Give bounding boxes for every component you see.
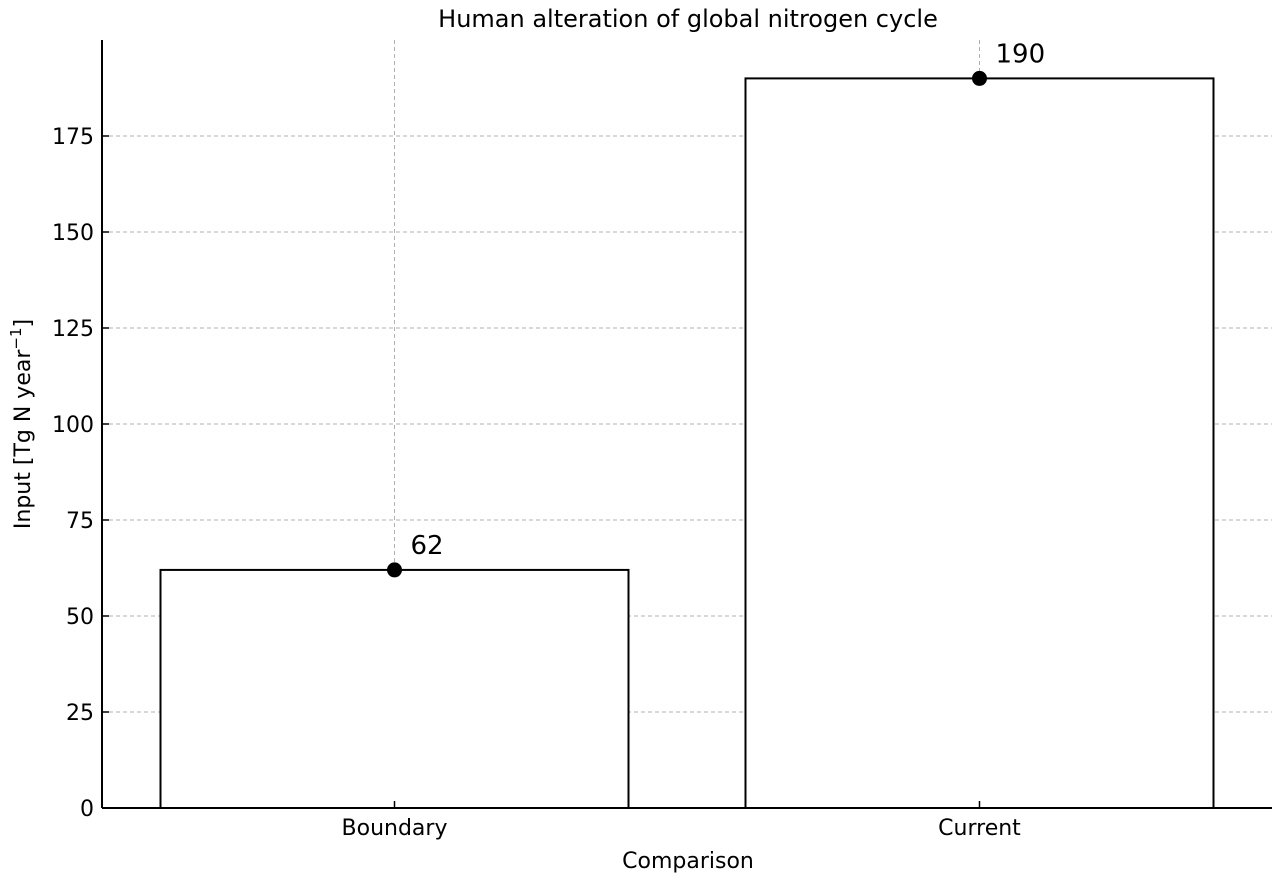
y-axis-title-end: ]	[11, 319, 36, 328]
y-tick-label-150: 150	[52, 221, 94, 246]
y-tick-label-75: 75	[66, 509, 94, 534]
x-tick-label-current: Current	[938, 816, 1021, 841]
data-labels: 62 190	[411, 39, 1046, 561]
y-tick-label-175: 175	[52, 125, 94, 150]
y-axis-title-superscript: −1	[7, 327, 25, 349]
data-label-current: 190	[996, 39, 1046, 69]
marker-boundary	[387, 562, 402, 578]
x-tick-label-boundary: Boundary	[342, 816, 448, 841]
y-axis-title-main: Input [Tg N year	[11, 349, 36, 529]
y-tick-label-125: 125	[52, 317, 94, 342]
y-axis-title: Input [Tg N year−1]	[7, 319, 36, 529]
bar-boundary	[159, 568, 630, 809]
marker-current	[972, 70, 987, 86]
y-tick-label-25: 25	[66, 701, 94, 726]
y-tick-label-0: 0	[80, 797, 94, 822]
y-tick-label-100: 100	[52, 413, 94, 438]
chart-title: Human alteration of global nitrogen cycl…	[438, 5, 938, 33]
data-label-boundary: 62	[411, 531, 444, 561]
bars	[159, 77, 1215, 809]
x-axis-title: Comparison	[622, 849, 754, 874]
bar-current	[744, 77, 1215, 809]
y-tick-label-50: 50	[66, 605, 94, 630]
markers	[387, 70, 987, 578]
ticks: 0 25 50 75 100 125 150 175 Boundary Current	[52, 125, 1021, 841]
